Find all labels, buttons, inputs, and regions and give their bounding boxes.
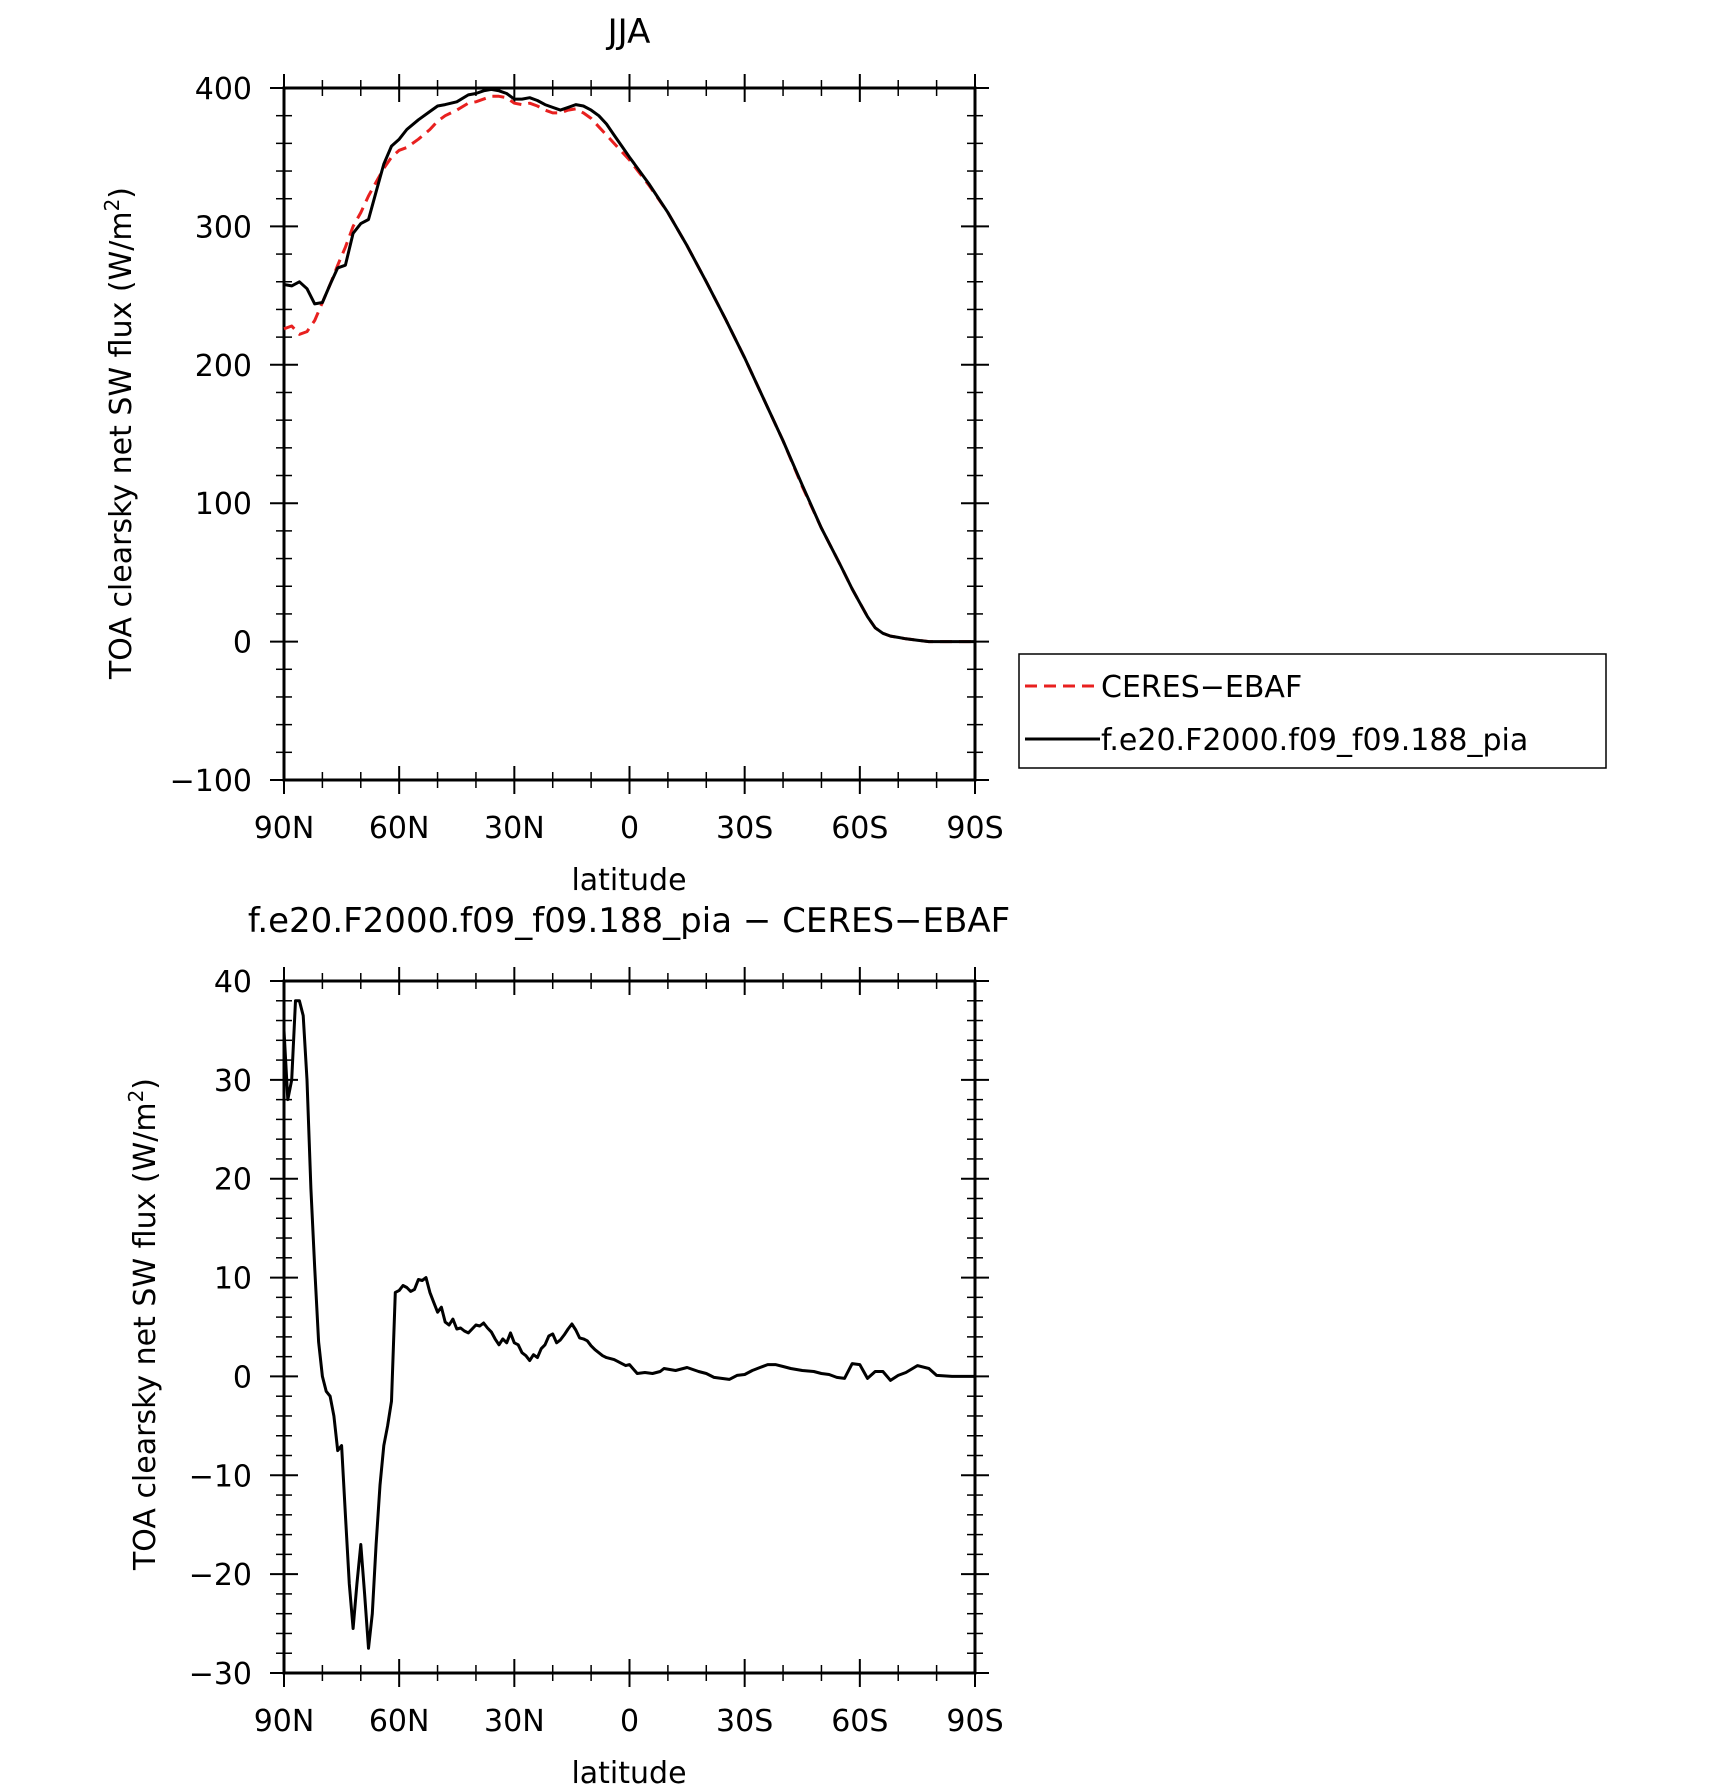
y-axis-label-end: ) — [128, 1078, 163, 1090]
plot-axes: 90N 60N 30N 0 30S 60S 90S 40 30 20 10 0 −10 −20 −30 — [189, 965, 1004, 1739]
series-line-0 — [282, 999, 975, 1650]
x-tick-label: 0 — [620, 811, 639, 846]
x-tick-label: 90N — [254, 811, 315, 846]
y-tick-label: 40 — [214, 965, 252, 1000]
plot-axes: 90N 60N 30N 0 30S 60S 90S 400 300 200 100 0 −100 — [170, 72, 1004, 846]
series-layer — [283, 87, 975, 644]
y-axis-label-sup: 2 — [100, 199, 124, 212]
y-axis-label: TOA clearsky net SW flux (W/m2) — [100, 187, 139, 680]
chart-title: JJA — [606, 12, 651, 52]
y-tick-label: 10 — [214, 1262, 252, 1297]
y-tick-label: 100 — [195, 487, 252, 522]
x-tick-label: 60S — [831, 1704, 888, 1739]
flux-chart: JJA 90N 60N 30N 0 30S 60S 90S 400 300 200 100 0 −100… — [100, 12, 1607, 898]
y-tick-label: 300 — [195, 210, 252, 245]
y-axis-label-sup: 2 — [124, 1090, 148, 1103]
x-tick-label: 60N — [369, 811, 430, 846]
x-tick-label: 90S — [946, 1704, 1003, 1739]
y-tick-label: −30 — [189, 1657, 252, 1692]
series-layer — [282, 999, 975, 1650]
y-tick-label: 0 — [233, 626, 252, 661]
plot-frame — [282, 979, 977, 1675]
plot-frame — [282, 86, 977, 782]
y-axis-label-main: TOA clearsky net SW flux (W/m — [104, 211, 139, 680]
x-tick-label: 30S — [716, 1704, 773, 1739]
y-tick-label: 0 — [233, 1360, 252, 1395]
y-axis-label-end: ) — [104, 187, 139, 199]
x-tick-label: 30S — [716, 811, 773, 846]
legend-label-model: f.e20.F2000.f09_f09.188_pia — [1101, 723, 1528, 758]
y-tick-label: 400 — [195, 72, 252, 107]
chart-title: f.e20.F2000.f09_f09.188_pia − CERES−EBAF — [248, 901, 1010, 941]
series-line-1 — [283, 87, 975, 644]
y-axis-label: TOA clearsky net SW flux (W/m2) — [124, 1078, 163, 1571]
legend-box — [1018, 653, 1607, 769]
y-tick-label: −100 — [170, 764, 252, 799]
x-tick-label: 60S — [831, 811, 888, 846]
y-tick-label: 200 — [195, 349, 252, 384]
series-line-0 — [283, 94, 975, 644]
x-tick-label: 30N — [484, 811, 545, 846]
x-axis-label: latitude — [571, 863, 686, 898]
y-tick-label: −20 — [189, 1558, 252, 1593]
x-tick-label: 0 — [620, 1704, 639, 1739]
y-tick-label: 20 — [214, 1163, 252, 1198]
y-tick-label: −10 — [189, 1459, 252, 1494]
x-tick-label: 90N — [254, 1704, 315, 1739]
y-tick-label: 30 — [214, 1064, 252, 1099]
legend: CERES−EBAF f.e20.F2000.f09_f09.188_pia — [1018, 653, 1607, 769]
x-tick-label: 30N — [484, 1704, 545, 1739]
x-tick-label: 60N — [369, 1704, 430, 1739]
y-axis-label-main: TOA clearsky net SW flux (W/m — [128, 1102, 163, 1571]
x-axis-label: latitude — [571, 1756, 686, 1789]
x-tick-label: 90S — [946, 811, 1003, 846]
legend-label-ceres: CERES−EBAF — [1101, 670, 1302, 705]
difference-chart: f.e20.F2000.f09_f09.188_pia − CERES−EBAF… — [124, 901, 1010, 1789]
